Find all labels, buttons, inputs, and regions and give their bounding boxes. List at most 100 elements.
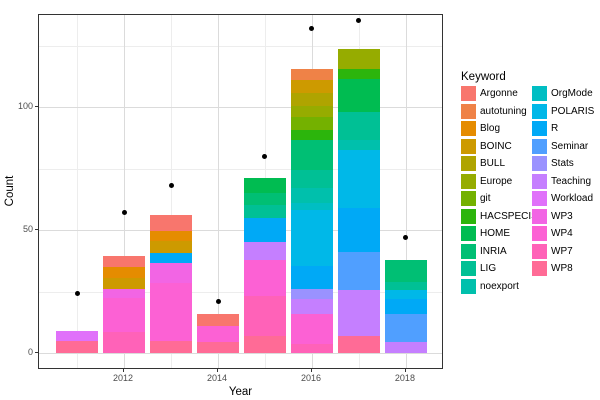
bar-2016-segment-LIG — [290, 169, 334, 189]
bar-2016-segment-noexport — [290, 188, 334, 203]
x-tick-mark — [123, 369, 125, 372]
legend-swatch-WP4 — [532, 226, 547, 241]
bar-2016-segment-OrgMode — [290, 202, 334, 211]
bar-2017-segment-HOME — [337, 78, 381, 112]
legend-label-WP7: WP7 — [551, 245, 573, 257]
data-point-2015 — [262, 153, 268, 159]
legend-label-LIG: LIG — [480, 263, 497, 274]
legend-title: Keyword — [461, 71, 506, 83]
gridline-major-v — [124, 15, 126, 368]
bar-2011-segment-WP8 — [55, 340, 99, 354]
legend-swatch-OrgMode — [532, 86, 547, 101]
legend-swatch-BOINC — [461, 138, 476, 154]
bar-2018-segment-Teaching — [384, 341, 428, 354]
legend-label-WP3: WP3 — [551, 210, 573, 222]
gridline-minor-v — [77, 15, 79, 368]
legend-label-WP4: WP4 — [551, 228, 573, 239]
bar-2012-segment-WP4 — [102, 297, 146, 333]
bar-2016-segment-BULL — [290, 93, 334, 106]
legend-label-HOME: HOME — [480, 228, 510, 239]
legend-swatch-git — [461, 191, 476, 206]
x-tick-label: 2014 — [206, 373, 228, 383]
bar-2016-segment-HACSPECIS — [290, 130, 334, 141]
bar-2014-segment-WP8 — [196, 341, 240, 354]
bar-2015-segment-WP4 — [243, 259, 287, 297]
legend-label-Blog: Blog — [480, 123, 501, 134]
bar-2017-segment-WP8 — [337, 335, 381, 354]
legend-label-BOINC: BOINC — [480, 140, 512, 152]
y-tick-label: 100 — [17, 101, 33, 111]
legend-swatch-HOME — [461, 226, 476, 241]
bar-2012-segment-Blog — [102, 266, 146, 278]
bar-2013-segment-Argonne — [149, 215, 193, 232]
gridline-minor-h — [39, 168, 442, 170]
bar-2012-segment-BOINC — [102, 277, 146, 290]
bar-2018-segment-POLARIS — [384, 290, 428, 299]
bar-2016-segment-R — [290, 265, 334, 290]
data-point-2012 — [121, 210, 127, 216]
legend-label-HACSPECIS: HACSPECIS — [480, 210, 538, 222]
data-point-2014 — [215, 298, 221, 304]
bar-2017-segment-Seminar — [337, 252, 381, 291]
bar-2015-segment-R — [243, 217, 287, 243]
gridline-major-v — [405, 15, 407, 368]
y-tick-mark — [35, 352, 38, 354]
bar-2017-segment-R — [337, 207, 381, 253]
bar-2013-segment-WP4 — [149, 282, 193, 341]
legend-swatch-Workload — [532, 191, 547, 206]
bar-2014-segment-WP4 — [196, 325, 240, 342]
bar-2017-segment-Teaching — [337, 290, 381, 336]
x-tick-mark — [404, 369, 406, 372]
data-point-2011 — [74, 291, 80, 297]
legend-swatch-Europe — [461, 173, 476, 189]
bar-2016-segment-Stats — [290, 289, 334, 299]
bar-2016-segment-INRIA — [290, 140, 334, 170]
bar-2015-segment-LIG — [243, 205, 287, 218]
bar-2015-segment-INRIA — [243, 193, 287, 206]
legend-label-OrgMode: OrgMode — [551, 88, 593, 99]
gridline-minor-h — [39, 291, 442, 293]
gridline-major-h — [39, 230, 442, 232]
legend-swatch-Seminar — [532, 138, 547, 154]
x-tick-mark — [310, 369, 312, 372]
gridline-major-v — [218, 15, 219, 368]
bar-2017-segment-LIG — [337, 111, 381, 141]
bar-2011-segment-Workload — [55, 330, 99, 341]
bar-2013-segment-WP3 — [149, 263, 193, 283]
bar-2017-segment-Europe — [337, 49, 381, 69]
legend-swatch-LIG — [461, 261, 476, 276]
legend-swatch-R — [532, 121, 547, 136]
x-tick-mark — [217, 369, 218, 372]
data-point-2017 — [356, 18, 362, 24]
bar-2012-segment-Argonne — [102, 255, 146, 267]
legend-swatch-Argonne — [461, 86, 476, 101]
x-tick-label: 2018 — [394, 373, 415, 383]
legend-swatch-BULL — [461, 156, 476, 171]
bar-2016-segment-autotuning — [290, 68, 334, 80]
legend-swatch-noexport — [461, 278, 476, 294]
legend-label-WP8: WP8 — [551, 263, 573, 274]
bar-2012-segment-WP3 — [102, 289, 146, 298]
legend-swatch-Blog — [461, 121, 476, 136]
bar-2016-segment-WP7 — [290, 344, 334, 354]
data-point-2016 — [309, 25, 315, 31]
bar-2018-segment-LIG — [384, 281, 428, 291]
legend-label-Argonne: Argonne — [480, 88, 518, 99]
gridline-minor-h — [39, 45, 442, 47]
gridline-major-h — [39, 107, 442, 108]
bar-2016-segment-WP4 — [290, 313, 334, 345]
legend-label-Seminar: Seminar — [551, 140, 589, 152]
legend-label-R: R — [551, 123, 559, 134]
bar-2013-segment-R — [149, 253, 193, 264]
legend-swatch-Teaching — [532, 173, 547, 189]
bar-2013-segment-Blog — [149, 231, 193, 242]
bar-2013-segment-WP8 — [149, 340, 193, 354]
legend-swatch-INRIA — [461, 243, 476, 259]
legend-swatch-WP8 — [532, 261, 547, 276]
legend-label-noexport: noexport — [480, 280, 519, 292]
legend-swatch-autotuning — [461, 103, 476, 119]
bar-2015-segment-WP7 — [243, 296, 287, 336]
bar-2015-segment-HOME — [243, 178, 287, 194]
bar-2016-segment-git — [290, 116, 334, 131]
